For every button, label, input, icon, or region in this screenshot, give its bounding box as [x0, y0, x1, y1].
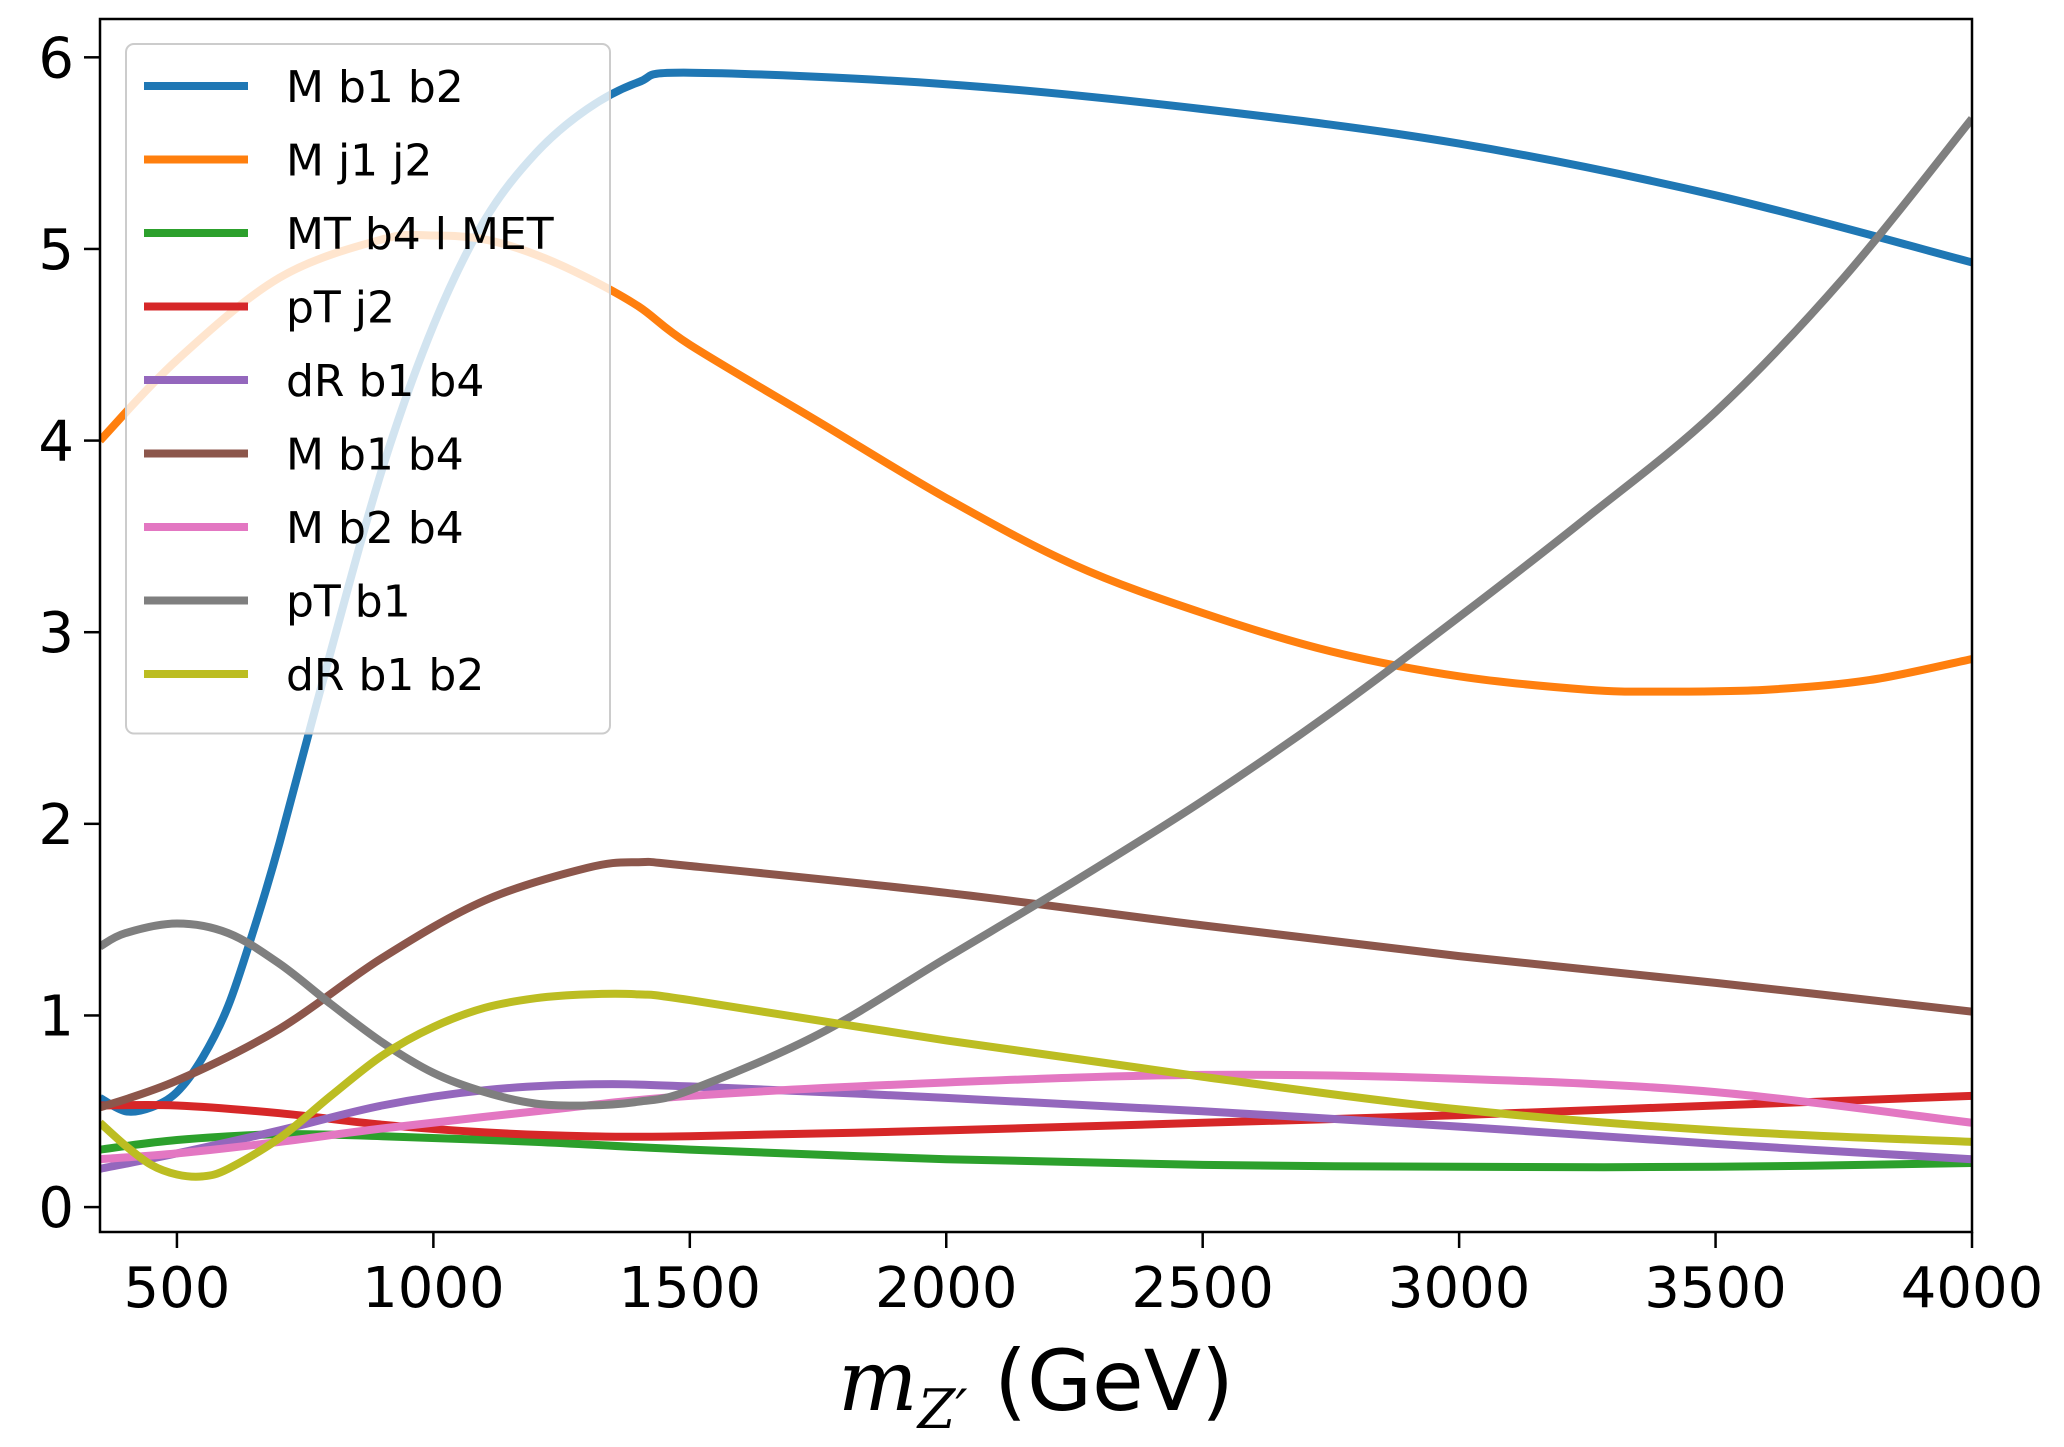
x-tick-label: 500	[123, 1256, 230, 1321]
x-tick-label: 1000	[362, 1256, 505, 1321]
series-line-7	[100, 1070, 1972, 1164]
y-tick-label: 2	[38, 793, 74, 858]
legend-label: M j1 j2	[286, 136, 432, 187]
y-tick-label: 5	[38, 218, 74, 283]
x-axis-ticks: 500 1000 1500 2000 2500 3000 3500 4000	[123, 1232, 2043, 1321]
legend-label: dR b1 b4	[286, 356, 484, 407]
legend: M b1 b2 M j1 j2 MT b4 l MET pT j2 dR b1 b4 M …	[125, 43, 611, 735]
x-axis-label-units: (GeV)	[967, 1332, 1233, 1430]
legend-label: pT j2	[286, 283, 395, 334]
x-axis-label-symbol: m	[838, 1332, 918, 1430]
x-tick-label: 1500	[619, 1256, 762, 1321]
legend-label: pT b1	[286, 577, 411, 628]
y-tick-label: 0	[38, 1176, 74, 1241]
y-tick-label: 6	[38, 26, 74, 91]
x-tick-label: 4000	[1901, 1256, 2044, 1321]
series-line-3	[100, 1130, 1972, 1172]
legend-box	[125, 43, 611, 735]
legend-label: M b1 b2	[286, 62, 464, 113]
series-line-6	[100, 857, 1972, 1112]
plot-frame	[98, 17, 1974, 1234]
x-tick-label: 3000	[1388, 1256, 1531, 1321]
legend-label: M b1 b4	[286, 430, 464, 481]
y-tick-label: 3	[38, 601, 74, 666]
series-line-8	[100, 116, 1972, 1110]
x-tick-label: 2500	[1131, 1256, 1274, 1321]
y-axis-ticks: 0 1 2 3 4 5 6	[38, 26, 100, 1241]
legend-label: dR b1 b2	[286, 650, 484, 701]
x-tick-label: 3500	[1644, 1256, 1787, 1321]
x-axis-label: mZ′ (GeV)	[838, 1332, 1234, 1441]
legend-label: MT b4 l MET	[286, 209, 554, 260]
y-tick-label: 1	[38, 984, 74, 1049]
legend-label: M b2 b4	[286, 503, 464, 554]
series-line-9	[100, 989, 1972, 1181]
x-axis-label-subscript: Z′	[916, 1378, 968, 1441]
x-tick-label: 2000	[875, 1256, 1018, 1321]
y-tick-label: 4	[38, 410, 74, 475]
